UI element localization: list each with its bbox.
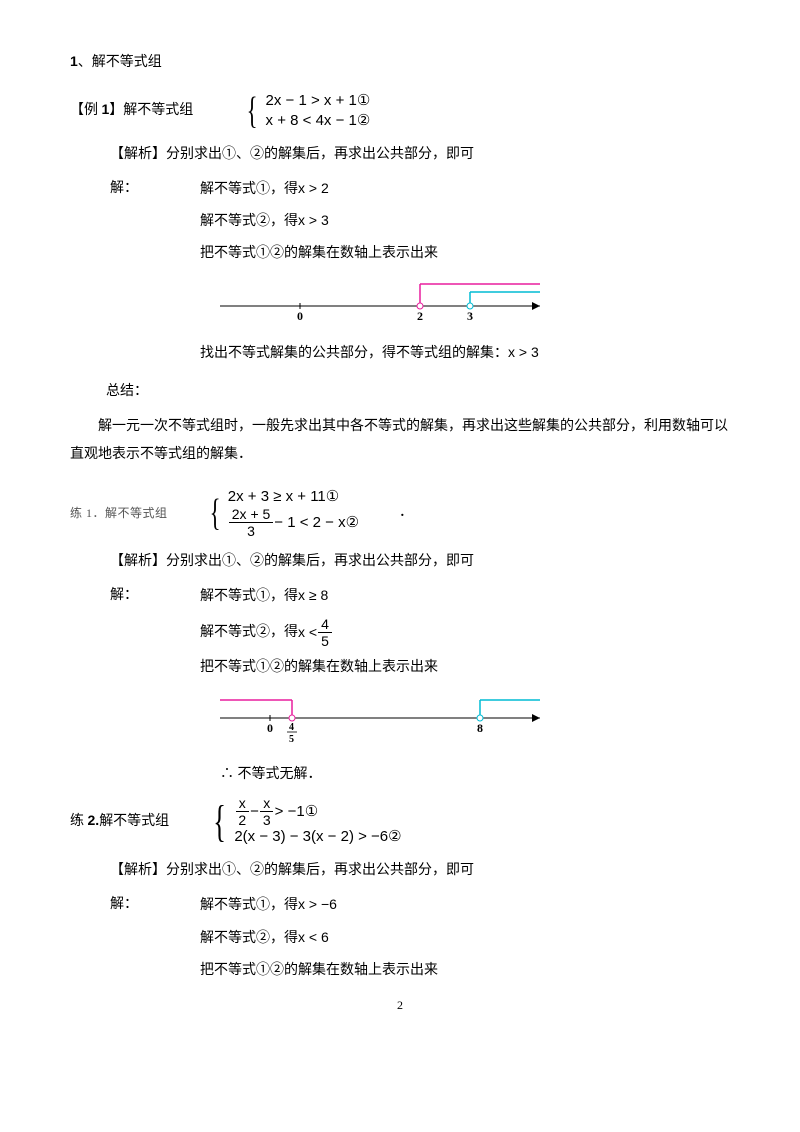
pr1-step2-fn: 4 bbox=[318, 617, 332, 633]
pr1-step2-fd: 5 bbox=[318, 633, 332, 648]
pr2-f2n: x bbox=[260, 796, 273, 812]
ex1-label-post: 】解不等式组 bbox=[109, 103, 193, 118]
practice-1-line: 练 1．解不等式组 { 2x + 3 ≥ x + 11① 2x + 53 − 1… bbox=[70, 487, 730, 538]
svg-text:2: 2 bbox=[417, 309, 423, 323]
pr1-frac-den: 3 bbox=[244, 523, 258, 538]
brace-icon: { bbox=[247, 92, 258, 130]
pr2-sys-row-2: 2(x − 3) − 3(x − 2) > −6② bbox=[234, 827, 401, 847]
ex1-sys-row-1: 2x − 1 > x + 1① bbox=[266, 91, 371, 111]
pr1-step3: 把不等式①②的解集在数轴上表示出来 bbox=[200, 656, 730, 680]
brace-icon: { bbox=[213, 800, 226, 844]
summary-head: 总结： bbox=[106, 380, 730, 404]
pr1-label: 练 1．解不等式组 bbox=[70, 503, 168, 523]
svg-text:0: 0 bbox=[297, 309, 303, 323]
pr2-f2d: 3 bbox=[260, 812, 274, 827]
pr2-s1c: − bbox=[250, 802, 259, 822]
pr1-step1-res: x ≥ 8 bbox=[298, 587, 328, 603]
pr1-step1: 解不等式①，得x ≥ 8 bbox=[200, 584, 730, 609]
ex1-system: { 2x − 1 > x + 1① x + 8 < 4x − 1② bbox=[243, 91, 370, 131]
pr2-solve-label: 解： bbox=[110, 893, 170, 918]
pr2-s1f: > −1① bbox=[275, 802, 318, 822]
page-number: 2 bbox=[70, 995, 730, 1015]
pr1-conclusion: ∴ 不等式无解． bbox=[220, 763, 730, 787]
example-1-label: 【例 1】解不等式组 bbox=[70, 98, 193, 123]
pr2-solution: 解： 解不等式①，得x > −6 解不等式②，得x < 6 把不等式①②的解集在… bbox=[110, 893, 730, 982]
heading-num: 1 bbox=[70, 53, 78, 69]
brace-icon: { bbox=[209, 494, 220, 532]
example-1-line: 【例 1】解不等式组 { 2x − 1 > x + 1① x + 8 < 4x … bbox=[70, 91, 730, 131]
pr1-period: ． bbox=[399, 501, 413, 525]
svg-text:3: 3 bbox=[467, 309, 473, 323]
pr2-label: 练 2.解不等式组 bbox=[70, 809, 169, 834]
pr1-frac-num: 2x + 5 bbox=[229, 507, 274, 523]
pr2-step1-pre: 解不等式①，得 bbox=[200, 898, 298, 913]
pr1-numberline: 0 4 5 8 bbox=[200, 690, 730, 755]
pr2-step1-res: x > −6 bbox=[298, 896, 337, 912]
ex1-step3: 把不等式①②的解集在数轴上表示出来 bbox=[200, 242, 730, 266]
pr1-sys2-tail: − 1 < 2 − x② bbox=[274, 513, 359, 533]
ex1-numberline: 0 2 3 bbox=[200, 276, 730, 333]
svg-text:5: 5 bbox=[289, 734, 294, 745]
pr2-step1: 解不等式①，得x > −6 bbox=[200, 893, 730, 918]
pr1-sys-row-2: 2x + 53 − 1 < 2 − x② bbox=[228, 507, 359, 538]
pr1-step2-pre: 解不等式②，得 bbox=[200, 621, 298, 645]
ex1-analysis: 【解析】分别求出①、②的解集后，再求出公共部分，即可 bbox=[110, 143, 730, 167]
pr1-sys-row-1: 2x + 3 ≥ x + 11① bbox=[228, 487, 359, 507]
ex1-conclusion: 找出不等式解集的公共部分，得不等式组的解集：x > 3 bbox=[200, 341, 730, 366]
ex1-label-pre: 【例 bbox=[70, 103, 102, 118]
pr2-step2-res: x < 6 bbox=[298, 929, 329, 945]
pr1-solve-label: 解： bbox=[110, 584, 170, 609]
pr1-step2: 解不等式②，得x < 45 bbox=[200, 617, 730, 648]
pr2-step2: 解不等式②，得x < 6 bbox=[200, 926, 730, 951]
ex1-step2-pre: 解不等式②，得 bbox=[200, 214, 298, 229]
pr2-label-post: 解不等式组 bbox=[99, 814, 169, 829]
ex1-step1-pre: 解不等式①，得 bbox=[200, 182, 298, 197]
svg-text:8: 8 bbox=[477, 721, 483, 735]
ex1-concl-res: x > 3 bbox=[508, 344, 539, 360]
pr1-analysis: 【解析】分别求出①、②的解集后，再求出公共部分，即可 bbox=[110, 550, 730, 574]
pr1-system: { 2x + 3 ≥ x + 11① 2x + 53 − 1 < 2 − x② bbox=[206, 487, 360, 538]
svg-text:0: 0 bbox=[267, 721, 273, 735]
pr1-step1-pre: 解不等式①，得 bbox=[200, 589, 298, 604]
pr2-sys-row-1: x2 − x3 > −1① bbox=[234, 796, 401, 827]
pr2-f1d: 2 bbox=[235, 812, 249, 827]
ex1-step2: 解不等式②，得x > 3 bbox=[200, 209, 730, 234]
pr1-step2-respre: x < bbox=[298, 621, 317, 645]
pr2-label-num: 2. bbox=[88, 812, 100, 828]
ex1-step2-res: x > 3 bbox=[298, 212, 329, 228]
pr2-system: { x2 − x3 > −1① 2(x − 3) − 3(x − 2) > −6… bbox=[209, 796, 401, 847]
svg-text:4: 4 bbox=[289, 722, 294, 733]
ex1-step1: 解不等式①，得x > 2 bbox=[200, 177, 730, 202]
ex1-concl-pre: 找出不等式解集的公共部分，得不等式组的解集： bbox=[200, 346, 508, 361]
heading-text: 、解不等式组 bbox=[78, 55, 162, 70]
pr2-f1n: x bbox=[236, 796, 249, 812]
ex1-sys-row-2: x + 8 < 4x − 1② bbox=[266, 111, 371, 131]
ex1-solve-label: 解： bbox=[110, 177, 170, 202]
ex1-solution: 解： 解不等式①，得x > 2 解不等式②，得x > 3 把不等式①②的解集在数… bbox=[110, 177, 730, 266]
pr2-label-pre: 练 bbox=[70, 814, 88, 829]
pr2-analysis: 【解析】分别求出①、②的解集后，再求出公共部分，即可 bbox=[110, 859, 730, 883]
pr2-step3: 把不等式①②的解集在数轴上表示出来 bbox=[200, 959, 730, 983]
ex1-step1-res: x > 2 bbox=[298, 180, 329, 196]
section-heading: 1、解不等式组 bbox=[70, 50, 730, 75]
practice-2-line: 练 2.解不等式组 { x2 − x3 > −1① 2(x − 3) − 3(x… bbox=[70, 796, 730, 847]
pr2-step2-pre: 解不等式②，得 bbox=[200, 931, 298, 946]
summary-body: 解一元一次不等式组时，一般先求出其中各不等式的解集，再求出这些解集的公共部分，利… bbox=[70, 413, 730, 469]
pr1-solution: 解： 解不等式①，得x ≥ 8 解不等式②，得x < 45 把不等式①②的解集在… bbox=[110, 584, 730, 680]
